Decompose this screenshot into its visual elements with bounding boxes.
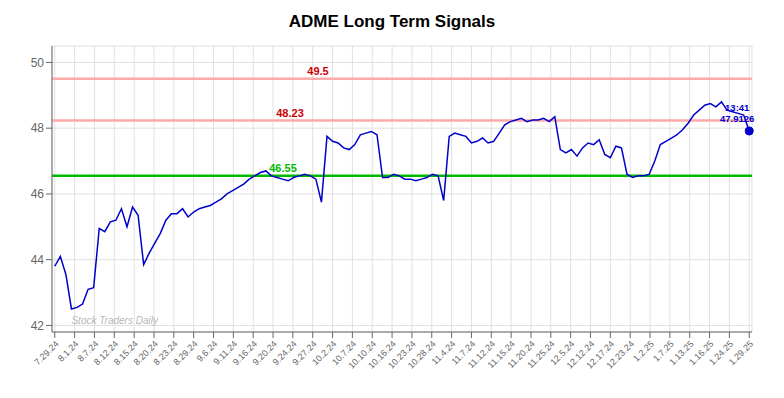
svg-text:13:4147.9126: 13:4147.9126	[720, 102, 754, 124]
svg-text:48.23: 48.23	[276, 107, 304, 119]
svg-text:1.24.25: 1.24.25	[707, 338, 736, 368]
svg-text:8.29.24: 8.29.24	[171, 339, 199, 367]
svg-text:8.7.24: 8.7.24	[75, 338, 101, 364]
svg-text:11.15.24: 11.15.24	[485, 338, 518, 371]
svg-text:10.10.24: 10.10.24	[346, 338, 379, 371]
svg-text:8.1.24: 8.1.24	[56, 339, 81, 364]
svg-text:12.12.24: 12.12.24	[564, 338, 597, 371]
svg-text:11.12.24: 11.12.24	[465, 338, 498, 371]
svg-text:9.27.24: 9.27.24	[290, 338, 319, 368]
svg-text:11.20.24: 11.20.24	[505, 338, 537, 371]
svg-text:10.28.24: 10.28.24	[406, 339, 438, 371]
svg-text:11.7.24: 11.7.24	[449, 338, 478, 367]
svg-text:1.7.25: 1.7.25	[651, 338, 676, 364]
svg-text:49.5: 49.5	[307, 65, 328, 77]
svg-text:8.23.24: 8.23.24	[151, 338, 180, 368]
svg-text:9.11.24: 9.11.24	[211, 338, 240, 367]
svg-text:10.23.24: 10.23.24	[386, 338, 418, 371]
svg-text:1.13.25: 1.13.25	[667, 338, 696, 368]
svg-text:11.25.24: 11.25.24	[525, 339, 556, 370]
svg-text:12.23.24: 12.23.24	[604, 339, 636, 371]
svg-text:46: 46	[31, 187, 45, 201]
svg-text:1.2.25: 1.2.25	[631, 339, 656, 364]
svg-text:46.55: 46.55	[269, 162, 297, 174]
svg-text:12.5.24: 12.5.24	[548, 338, 577, 368]
svg-text:8.12.24: 8.12.24	[91, 338, 121, 368]
svg-text:44: 44	[31, 253, 45, 267]
svg-text:50: 50	[31, 56, 45, 70]
svg-text:9.20.24: 9.20.24	[250, 338, 279, 368]
svg-text:10.16.24: 10.16.24	[366, 338, 398, 371]
svg-text:10.7.24: 10.7.24	[330, 338, 359, 368]
svg-text:9.6.24: 9.6.24	[194, 338, 220, 364]
svg-text:Stock Traders Daily: Stock Traders Daily	[71, 315, 159, 326]
svg-text:8.20.24: 8.20.24	[131, 338, 160, 368]
svg-text:1.16.25: 1.16.25	[687, 338, 716, 368]
svg-text:8.15.24: 8.15.24	[111, 338, 141, 368]
html-text:ADME Long Term Signals: ADME Long Term Signals	[288, 12, 496, 31]
svg-text:48: 48	[31, 121, 45, 135]
svg-text:11.4.24: 11.4.24	[429, 338, 458, 367]
svg-text:42: 42	[31, 319, 45, 333]
svg-text:9.24.24: 9.24.24	[270, 338, 299, 368]
svg-text:10.2.24: 10.2.24	[310, 338, 339, 368]
svg-text:12.17.24: 12.17.24	[584, 338, 617, 371]
svg-text:7.29.24: 7.29.24	[32, 339, 60, 367]
svg-text:1.29.25: 1.29.25	[727, 339, 755, 367]
svg-text:9.16.24: 9.16.24	[230, 338, 260, 368]
